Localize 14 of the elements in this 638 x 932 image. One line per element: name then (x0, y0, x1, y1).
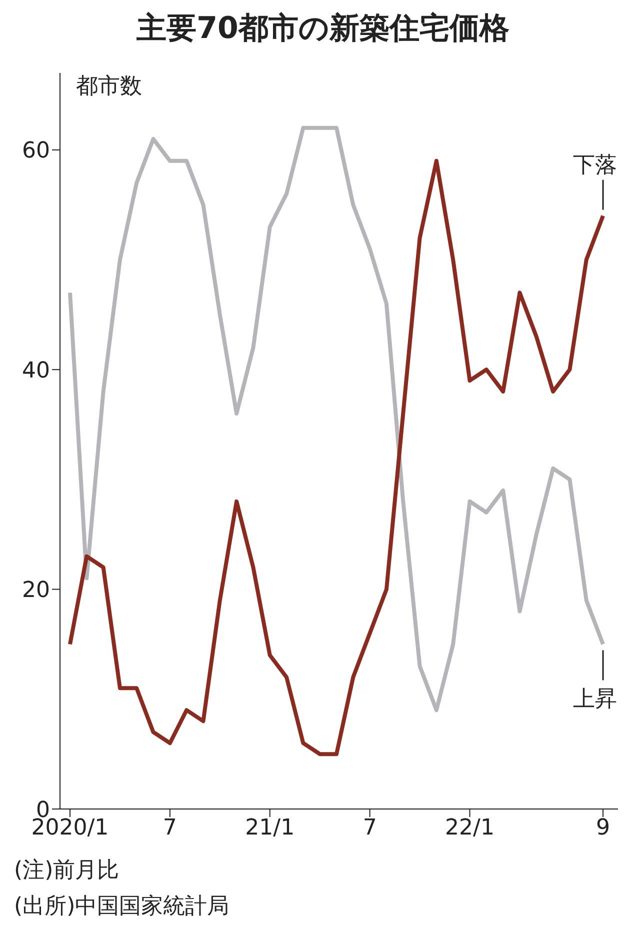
x-tick-label: 21/1 (245, 816, 295, 841)
y-axis-title: 都市数 (76, 73, 142, 101)
x-tick-label: 7 (362, 816, 377, 841)
text: 上昇 (573, 687, 618, 712)
series-label: 下落 (573, 152, 618, 178)
text: (注)前月比 (14, 857, 120, 885)
chart-title: 主要70都市の新築住宅価格 (136, 10, 510, 48)
y-tick-label: 60 (22, 138, 50, 164)
x-tick-label: 22/1 (445, 816, 494, 841)
text: (出所)中国国家統計局 (14, 893, 230, 921)
x-tick-label: 7 (162, 816, 177, 841)
y-tick-label: 40 (22, 358, 50, 384)
y-tick-label: 20 (22, 578, 50, 604)
x-tick-label: 9 (596, 816, 610, 841)
